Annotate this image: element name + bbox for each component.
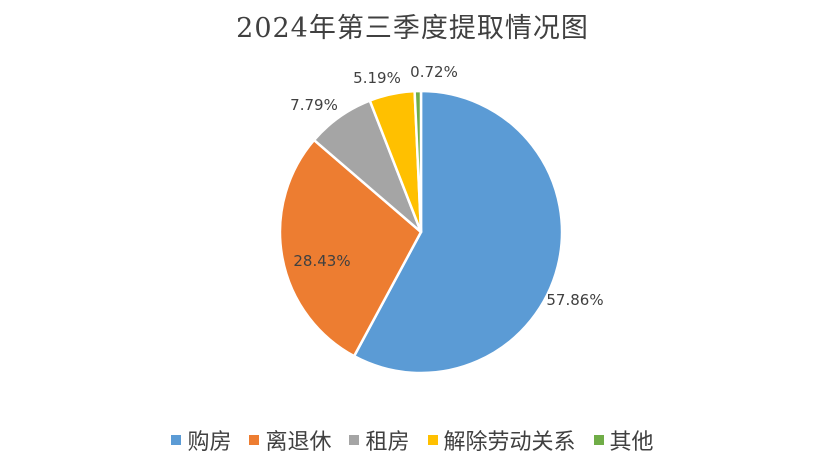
legend-label: 解除劳动关系 <box>443 430 576 455</box>
pie-data-label: 7.79% <box>290 96 338 114</box>
legend-label: 离退休 <box>265 430 332 455</box>
pie-slice-5 <box>413 89 423 234</box>
legend-swatch <box>171 435 182 445</box>
legend-item: 其他 <box>593 424 654 456</box>
legend-item: 离退休 <box>249 424 331 456</box>
legend-swatch <box>249 435 260 445</box>
legend-item: 解除劳动关系 <box>427 424 576 456</box>
pie-data-label: 57.86% <box>546 291 603 309</box>
legend-item: 购房 <box>171 424 231 456</box>
pie-data-label: 28.43% <box>293 252 350 270</box>
legend-swatch <box>593 435 604 445</box>
legend-label: 租房 <box>365 430 410 455</box>
legend: 购房 离退休 租房 解除劳动关系 其他 <box>0 424 825 456</box>
legend-swatch <box>427 435 438 445</box>
pie-data-label: 0.72% <box>410 63 458 81</box>
pie-slice-1 <box>352 89 564 375</box>
legend-label: 购房 <box>187 430 232 455</box>
pie-data-labels: 57.86% 28.43% 7.79% 5.19% 0.72% <box>290 63 603 309</box>
chart-title: 2024年第三季度提取情况图 <box>236 13 589 44</box>
legend-item: 租房 <box>349 424 410 456</box>
pie-slices <box>278 89 564 375</box>
legend-swatch <box>349 435 360 445</box>
legend-label: 其他 <box>609 430 654 455</box>
pie-slice-2 <box>278 138 423 358</box>
pie-data-label: 5.19% <box>353 69 401 87</box>
